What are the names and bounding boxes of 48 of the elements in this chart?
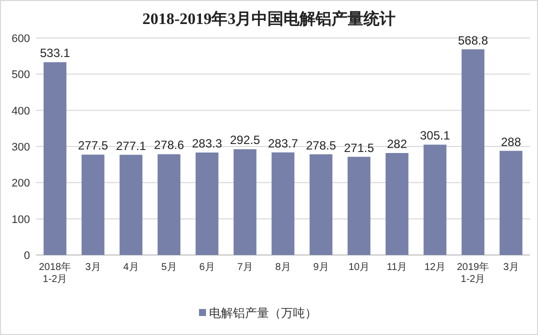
bar: [44, 62, 66, 255]
data-label: 283.7: [268, 136, 298, 150]
x-tick-label: 9月: [313, 262, 329, 273]
x-tick-label: 5月: [161, 262, 177, 273]
bar: [272, 152, 294, 255]
x-tick-label: 4月: [123, 262, 139, 273]
x-tick-label: 3月: [85, 262, 101, 273]
x-tick-label: 10月: [348, 262, 370, 273]
x-tick-label: 3月: [503, 262, 519, 273]
bar: [462, 49, 484, 255]
bar: [120, 154, 142, 255]
bar: [424, 144, 446, 255]
data-label: 305.1: [420, 128, 450, 143]
x-tick-label: 12月: [424, 262, 446, 273]
bar: [310, 154, 332, 255]
bar: [500, 150, 522, 255]
data-label: 271.5: [344, 140, 374, 155]
bar: [348, 156, 370, 255]
data-label: 292.5: [230, 133, 260, 148]
x-tick-label: 7月: [237, 262, 253, 273]
data-label: 568.8: [458, 33, 488, 48]
legend-label: 电解铝产量（万吨）: [209, 306, 317, 320]
bar: [196, 152, 218, 255]
x-tick-label: 2019年 1-2月: [456, 261, 490, 285]
x-tick-label: 8月: [275, 262, 291, 273]
y-tick-label: 300: [12, 142, 30, 154]
data-label: 277.1: [116, 138, 146, 153]
x-tick-label: 2018年 1-2月: [38, 261, 72, 285]
x-tick-label: 11月: [386, 262, 408, 273]
x-tick-label: 6月: [199, 262, 215, 273]
data-label: 277.5: [78, 138, 108, 153]
data-label: 283.3: [192, 136, 222, 151]
bar: [158, 154, 180, 255]
chart-title: 2018-2019年3月中国电解铝产量统计: [142, 10, 396, 28]
data-label: 278.5: [306, 138, 336, 152]
data-label: 288: [500, 134, 522, 149]
y-tick-label: 600: [12, 33, 30, 45]
data-label: 282: [386, 137, 408, 152]
data-label: 278.6: [154, 138, 184, 152]
y-tick-label: 0: [24, 250, 30, 262]
bar: [82, 154, 104, 255]
y-tick-label: 200: [12, 178, 30, 190]
y-tick-label: 400: [12, 105, 30, 118]
y-tick-label: 500: [12, 69, 30, 82]
data-label: 533.1: [40, 46, 70, 60]
bar: [386, 153, 408, 255]
y-tick-label: 100: [12, 214, 30, 226]
bar: [234, 149, 256, 255]
